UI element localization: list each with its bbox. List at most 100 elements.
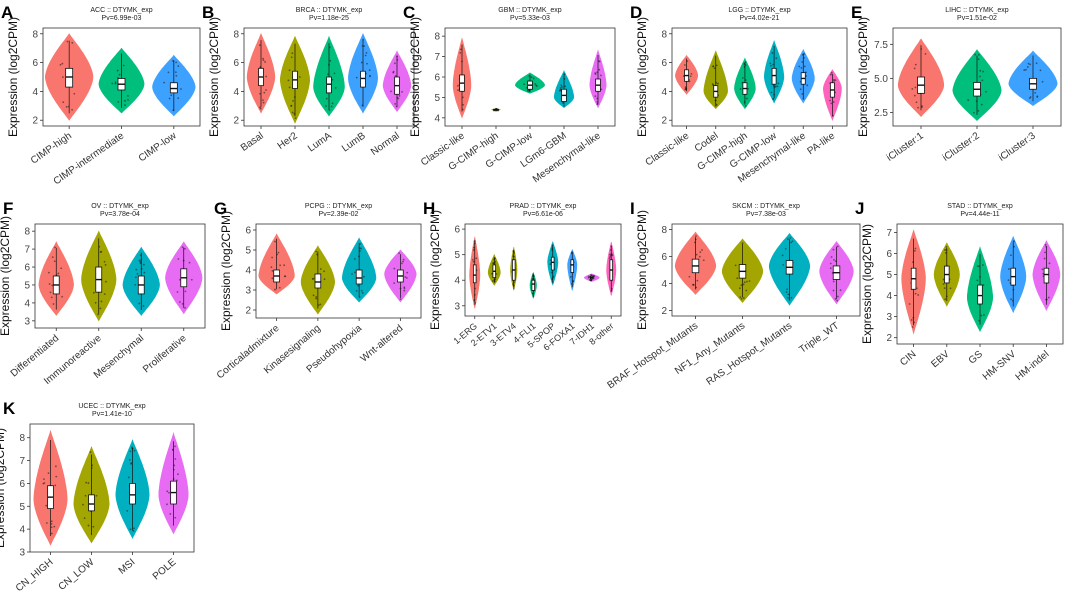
data-point (834, 298, 837, 300)
data-point (65, 106, 68, 108)
data-point (114, 82, 117, 85)
data-point (560, 86, 563, 88)
data-point (743, 281, 746, 284)
data-point (315, 250, 318, 253)
data-point (475, 257, 478, 260)
data-point (175, 61, 178, 64)
data-point (124, 104, 126, 107)
data-point (787, 293, 790, 296)
x-tick-label: CN_LOW (57, 557, 97, 593)
data-point (117, 100, 120, 103)
data-point (406, 271, 409, 274)
data-point (1029, 96, 1032, 98)
data-point (48, 271, 50, 274)
data-point (317, 304, 320, 307)
data-point (832, 289, 835, 292)
data-point (558, 89, 561, 92)
data-point (833, 78, 835, 81)
data-point (911, 87, 914, 90)
plot-border (29, 423, 195, 553)
data-point (97, 313, 100, 316)
data-point (184, 247, 186, 250)
data-point (357, 284, 359, 287)
data-point (1041, 80, 1044, 83)
x-tick-label: Classic-like (644, 130, 692, 168)
data-point (550, 271, 553, 274)
y-tick-label: 6 (886, 249, 892, 260)
x-tick-label: HM-SNV (981, 349, 1019, 383)
data-point (327, 73, 329, 76)
data-point (456, 85, 459, 87)
data-point (1034, 91, 1037, 94)
data-point (913, 249, 916, 252)
y-tick-label: 5 (434, 93, 440, 104)
data-point (353, 271, 356, 274)
data-point (769, 62, 772, 65)
data-point (402, 258, 405, 261)
data-point (129, 528, 132, 531)
data-point (746, 280, 748, 283)
data-point (271, 277, 274, 280)
data-point (103, 293, 106, 296)
data-point (532, 77, 535, 80)
data-point (66, 40, 69, 43)
data-point (836, 295, 839, 298)
x-tick-label: CIMP-low (137, 130, 179, 164)
data-point (836, 245, 839, 248)
y-tick-label: 5 (886, 270, 892, 281)
y-axis-label: Expression (log2CPM) (860, 224, 874, 344)
data-point (829, 73, 832, 76)
data-point (982, 70, 985, 73)
data-point (594, 95, 597, 98)
data-point (274, 240, 276, 243)
data-point (587, 276, 590, 279)
data-point (180, 88, 182, 90)
data-point (734, 264, 737, 267)
box (326, 76, 332, 94)
x-tick-label: HM-indel (1014, 349, 1052, 383)
data-point (325, 97, 328, 100)
box (771, 67, 777, 85)
data-point (393, 267, 396, 270)
data-point (977, 110, 980, 112)
data-point (323, 278, 326, 281)
data-point (262, 59, 265, 62)
y-axis-label: Expression (log2CPM) (428, 210, 442, 330)
data-point (742, 283, 745, 286)
data-point (312, 294, 315, 297)
data-point (174, 445, 176, 448)
data-point (188, 261, 191, 264)
data-point (1025, 68, 1027, 71)
data-point (132, 529, 135, 532)
chart-subtitle: Pv=1.41e-10 (92, 411, 132, 418)
y-tick-label: 6 (19, 479, 25, 490)
y-tick-label: 4 (19, 525, 25, 536)
y-tick-label: 4 (245, 266, 251, 277)
y-axis-label: Expression (log2CPM) (635, 17, 649, 137)
data-point (61, 295, 64, 298)
data-point (166, 503, 168, 506)
data-point (262, 57, 264, 60)
data-point (128, 458, 131, 461)
plot-border (255, 223, 422, 319)
data-point (491, 280, 494, 282)
y-tick-label: 8 (19, 433, 25, 444)
chart-title: PRAD :: DTYMK_exp (510, 203, 577, 210)
data-point (402, 260, 404, 263)
data-point (834, 79, 837, 81)
data-point (979, 69, 982, 72)
data-point (1035, 62, 1038, 65)
data-point (978, 265, 981, 268)
data-point (50, 296, 53, 299)
box (65, 67, 74, 88)
data-point (43, 478, 45, 481)
data-point (830, 71, 833, 74)
data-point (1048, 262, 1051, 265)
data-point (177, 473, 179, 476)
box (169, 82, 178, 94)
panel-letter: F (3, 199, 13, 218)
y-tick-label: 5 (19, 502, 25, 513)
data-point (135, 268, 138, 271)
